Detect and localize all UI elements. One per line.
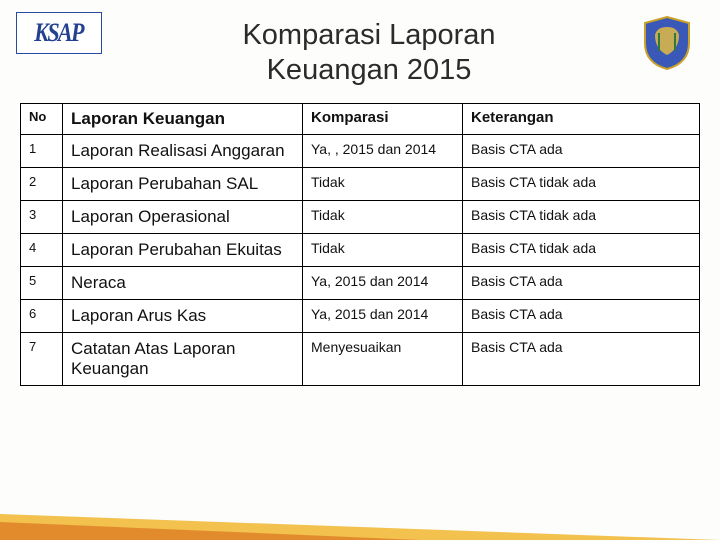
- cell-komp: Menyesuaikan: [303, 332, 463, 385]
- col-header-laporan: Laporan Keuangan: [63, 103, 303, 134]
- table-container: No Laporan Keuangan Komparasi Keterangan…: [0, 93, 720, 386]
- cell-ket: Basis CTA tidak ada: [463, 167, 700, 200]
- col-header-keterangan: Keterangan: [463, 103, 700, 134]
- cell-lap: Laporan Perubahan Ekuitas: [63, 233, 303, 266]
- footer-accent-orange: [0, 522, 420, 540]
- cell-lap: Catatan Atas Laporan Keuangan: [63, 332, 303, 385]
- cell-no: 6: [21, 299, 63, 332]
- cell-lap: Neraca: [63, 266, 303, 299]
- ksap-logo: KSAP: [16, 12, 102, 54]
- cell-komp: Ya, , 2015 dan 2014: [303, 134, 463, 167]
- cell-ket: Basis CTA ada: [463, 332, 700, 385]
- emblem-icon: [637, 13, 697, 73]
- col-header-komparasi: Komparasi: [303, 103, 463, 134]
- table-row: 5 Neraca Ya, 2015 dan 2014 Basis CTA ada: [21, 266, 700, 299]
- cell-ket: Basis CTA ada: [463, 134, 700, 167]
- cell-lap: Laporan Operasional: [63, 200, 303, 233]
- cell-ket: Basis CTA ada: [463, 299, 700, 332]
- cell-komp: Tidak: [303, 233, 463, 266]
- cell-komp: Ya, 2015 dan 2014: [303, 266, 463, 299]
- table-row: 2 Laporan Perubahan SAL Tidak Basis CTA …: [21, 167, 700, 200]
- table-row: 1 Laporan Realisasi Anggaran Ya, , 2015 …: [21, 134, 700, 167]
- comparison-table: No Laporan Keuangan Komparasi Keterangan…: [20, 103, 700, 386]
- table-row: 3 Laporan Operasional Tidak Basis CTA ti…: [21, 200, 700, 233]
- slide-header: KSAP Komparasi Laporan Keuangan 2015: [0, 0, 720, 93]
- cell-lap: Laporan Arus Kas: [63, 299, 303, 332]
- table-row: 4 Laporan Perubahan Ekuitas Tidak Basis …: [21, 233, 700, 266]
- cell-no: 5: [21, 266, 63, 299]
- cell-komp: Tidak: [303, 200, 463, 233]
- cell-lap: Laporan Perubahan SAL: [63, 167, 303, 200]
- cell-no: 4: [21, 233, 63, 266]
- cell-komp: Ya, 2015 dan 2014: [303, 299, 463, 332]
- emblem-logo: [636, 12, 698, 74]
- slide-title-line2: Keuangan 2015: [267, 54, 472, 86]
- cell-ket: Basis CTA tidak ada: [463, 233, 700, 266]
- cell-no: 7: [21, 332, 63, 385]
- cell-lap: Laporan Realisasi Anggaran: [63, 134, 303, 167]
- cell-ket: Basis CTA tidak ada: [463, 200, 700, 233]
- col-header-no: No: [21, 103, 63, 134]
- cell-no: 3: [21, 200, 63, 233]
- cell-no: 1: [21, 134, 63, 167]
- table-row: 7 Catatan Atas Laporan Keuangan Menyesua…: [21, 332, 700, 385]
- table-row: 6 Laporan Arus Kas Ya, 2015 dan 2014 Bas…: [21, 299, 700, 332]
- ksap-logo-text: KSAP: [35, 18, 83, 48]
- slide-title: Komparasi Laporan Keuangan 2015: [102, 12, 636, 89]
- cell-no: 2: [21, 167, 63, 200]
- table-body: 1 Laporan Realisasi Anggaran Ya, , 2015 …: [21, 134, 700, 385]
- cell-komp: Tidak: [303, 167, 463, 200]
- cell-ket: Basis CTA ada: [463, 266, 700, 299]
- slide-title-line1: Komparasi Laporan: [242, 19, 495, 51]
- table-header-row: No Laporan Keuangan Komparasi Keterangan: [21, 103, 700, 134]
